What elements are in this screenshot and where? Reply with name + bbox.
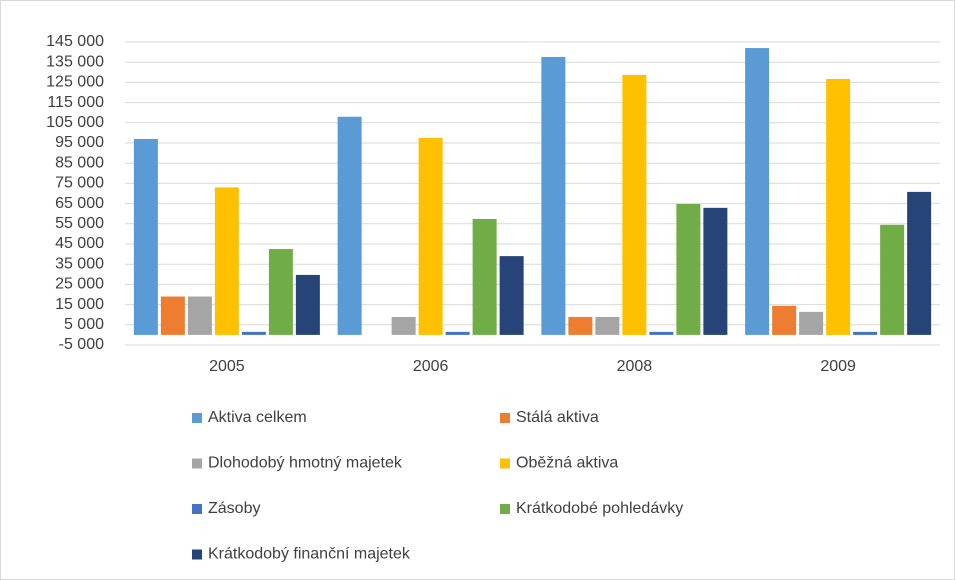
y-tick-label: 55 000 [55, 215, 104, 232]
y-tick-label: 135 000 [46, 53, 104, 70]
y-tick-label: 145 000 [46, 33, 104, 50]
legend-swatch [192, 549, 202, 560]
legend-label: Krátkodobé pohledávky [516, 500, 683, 517]
bar [799, 311, 824, 335]
x-tick-label: 2008 [617, 358, 653, 375]
legend-swatch [500, 413, 510, 423]
legend-swatch [192, 413, 202, 423]
bar [499, 256, 524, 335]
legend-label: Dlohodobý hmotný majetek [208, 455, 403, 472]
bar [268, 249, 293, 335]
bar [214, 187, 239, 335]
bar [472, 218, 497, 335]
legend-swatch [500, 458, 510, 469]
x-tick-label: 2009 [820, 358, 856, 375]
y-tick-label: 85 000 [55, 154, 104, 171]
bar [595, 316, 620, 335]
bar [418, 137, 443, 335]
y-tick-label: 125 000 [46, 74, 104, 91]
bar [649, 331, 674, 335]
bar [622, 74, 647, 335]
bar [133, 138, 158, 335]
legend-label: Zásoby [208, 500, 260, 517]
legend-label: Aktiva celkem [208, 409, 307, 426]
bar [826, 78, 851, 335]
legend-label: Stálá aktiva [516, 409, 599, 426]
bar [241, 331, 266, 335]
y-tick-label: 95 000 [55, 134, 104, 151]
legend-label: Krátkodobý finanční majetek [208, 546, 411, 563]
legend-swatch [192, 504, 202, 514]
bar [880, 224, 905, 335]
y-tick-label: 35 000 [55, 255, 104, 272]
legend-swatch [500, 504, 510, 514]
y-tick-label: 105 000 [46, 114, 104, 131]
y-tick-label: 25 000 [55, 276, 104, 293]
y-tick-label: 15 000 [55, 296, 104, 313]
y-tick-label: 115 000 [47, 94, 104, 111]
bar [568, 316, 593, 335]
y-tick-label: 65 000 [55, 195, 104, 212]
bar [676, 204, 701, 335]
y-tick-label: 75 000 [55, 175, 104, 192]
bar [772, 305, 797, 335]
x-tick-label: 2005 [209, 358, 245, 375]
bar [337, 116, 362, 335]
bar [160, 296, 185, 335]
bar [541, 56, 566, 335]
bar [445, 331, 470, 335]
bar [295, 274, 320, 335]
bar [703, 207, 728, 335]
legend-label: Oběžná aktiva [516, 455, 618, 472]
bar [187, 296, 212, 335]
y-tick-label: 5 000 [64, 316, 104, 333]
bar [391, 316, 416, 335]
bar [907, 191, 932, 335]
legend-swatch [192, 458, 202, 469]
x-tick-label: 2006 [413, 358, 449, 375]
y-tick-label: 45 000 [55, 235, 104, 252]
bar [853, 331, 878, 335]
y-tick-label: -5 000 [59, 336, 104, 353]
bar [745, 48, 770, 335]
